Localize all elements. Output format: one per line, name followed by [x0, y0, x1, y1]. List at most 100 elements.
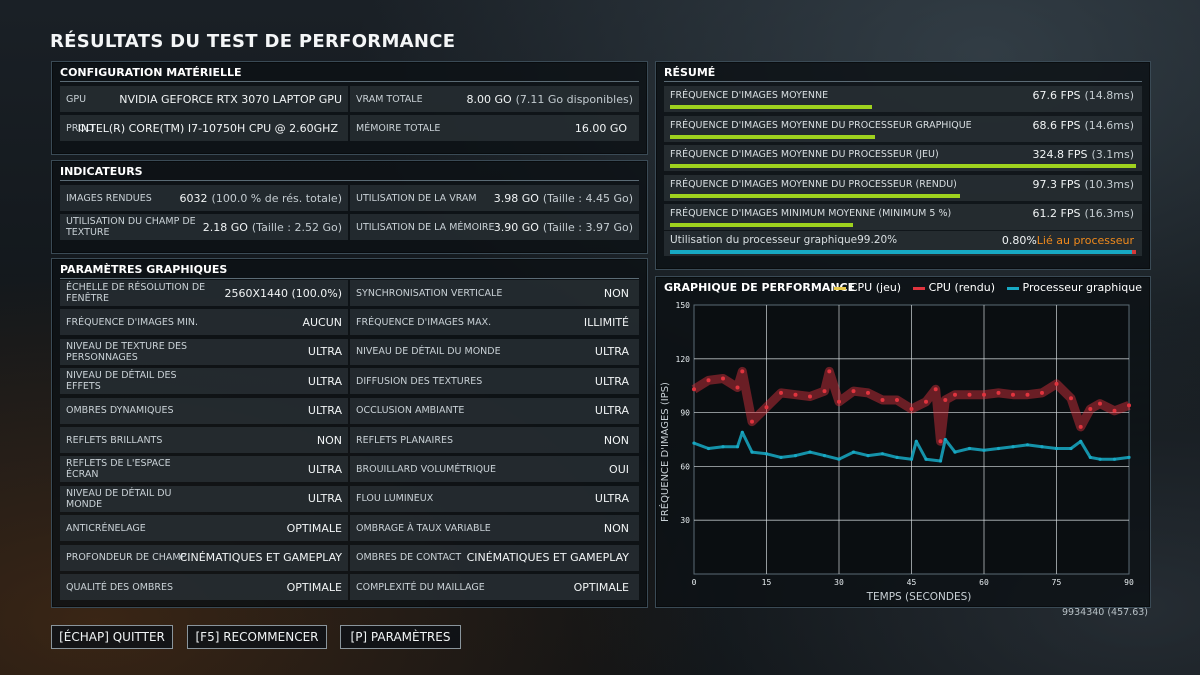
setting-label: OMBRAGE À TAUX VARIABLE	[356, 522, 491, 534]
chart-point	[1054, 381, 1059, 386]
chart-point	[866, 454, 870, 458]
gpu-utilization-label: Utilisation du processeur graphique	[670, 234, 858, 246]
chart-point	[793, 454, 798, 458]
setting-label: PROFONDEUR DE CHAMP	[66, 552, 187, 564]
hardware-row-gpu: GPU NVIDIA GEFORCE RTX 3070 LAPTOP GPU V…	[60, 86, 639, 112]
summary-row: FRÉQUENCE D'IMAGES MOYENNE 67.6 FPS (14.8m…	[664, 86, 1142, 112]
legend-swatch	[1006, 286, 1019, 290]
chart-point	[822, 389, 827, 394]
summary-row: FRÉQUENCE D'IMAGES MINIMUM MOYENNE (MINI…	[664, 204, 1142, 230]
chart-point	[909, 457, 914, 461]
hardware-row-cpu: PROCESSEUR INTEL(R) CORE(TM) I7-10750H C…	[60, 115, 639, 141]
restart-button[interactable]: [F5] RECOMMENCER	[187, 625, 327, 649]
processor-label: PROCESSEUR	[66, 122, 94, 134]
settings-row: REFLETS BRILLANTS NON REFLETS PLANAIRES NON	[60, 427, 639, 453]
indicator-sub: (Taille : 3.97 Go)	[542, 220, 633, 234]
chart-x-tick-label: 75	[1052, 578, 1062, 587]
settings-row: QUALITÉ DES OMBRES OPTIMALE COMPLEXITÉ DU …	[60, 574, 639, 600]
indicator-sub: (Taille : 4.45 Go)	[542, 191, 633, 205]
setting-label: NIVEAU DE DÉTAIL DU MONDE	[356, 346, 501, 358]
settings-row: FRÉQUENCE D'IMAGES MIN. AUCUN FRÉQUENCE D'…	[60, 309, 639, 336]
setting-label: QUALITÉ DES OMBRES	[66, 581, 174, 593]
gpu-label: GPU	[66, 93, 87, 105]
cpu-bound-label: Lié au processeur	[1036, 234, 1134, 247]
summary-bar	[670, 105, 872, 109]
chart-point	[779, 455, 783, 459]
gpu-value: NVIDIA GEFORCE RTX 3070 LAPTOP GPU	[119, 92, 342, 106]
chart-y-tick-label: 30	[680, 516, 690, 525]
performance-chart: FRÉQUENCE D'IMAGES (IPS) TEMPS (SECONDES…	[658, 301, 1134, 603]
indicators-panel: INDICATEURS IMAGES RENDUES 6032 (100.0 % …	[51, 160, 648, 254]
summary-label: FRÉQUENCE D'IMAGES MINIMUM MOYENNE (MINI…	[670, 208, 952, 219]
summary-value: 324.8 FPS	[1032, 148, 1088, 161]
summary-value: 67.6 FPS	[1032, 89, 1081, 102]
chart-point	[1078, 424, 1083, 429]
chart-series-line	[691, 366, 1131, 446]
graphics-settings-heading: PARAMÈTRES GRAPHIQUES	[60, 262, 639, 279]
summary-frametime: (14.8ms)	[1084, 89, 1134, 102]
chart-y-tick-label: 120	[676, 355, 691, 364]
setting-label: DIFFUSION DES TEXTURES	[356, 375, 483, 387]
chart-point	[827, 369, 832, 374]
chart-heading: GRAPHIQUE DE PERFORMANCE CPU (jeu) CPU (…	[664, 280, 1142, 296]
memory-total-label: MÉMOIRE TOTALE	[356, 122, 441, 134]
indicator-label: IMAGES RENDUES	[66, 192, 152, 204]
chart-point	[924, 399, 928, 404]
chart-point	[793, 392, 798, 397]
chart-point	[967, 446, 972, 451]
settings-row: ÉCHELLE DE RÉSOLUTION DE FENÊTRE 2560X144…	[60, 280, 639, 306]
setting-value: ULTRA	[594, 345, 629, 359]
chart-point	[1079, 439, 1083, 443]
chart-point	[1025, 443, 1030, 447]
setting-value: ULTRA	[307, 404, 342, 418]
setting-label: FRÉQUENCE D'IMAGES MAX.	[356, 316, 492, 328]
settings-row: PROFONDEUR DE CHAMP CINÉMATIQUES ET GAMEP…	[60, 544, 639, 571]
chart-point	[1011, 445, 1015, 449]
chart-point	[750, 450, 754, 454]
setting-label: BROUILLARD VOLUMÉTRIQUE	[356, 463, 497, 475]
chart-point	[996, 446, 1001, 451]
indicators-row-1: IMAGES RENDUES 6032 (100.0 % de rés. tota…	[60, 185, 639, 211]
chart-point	[779, 390, 783, 395]
legend-item-cpu-render: CPU (rendu)	[912, 281, 995, 294]
chart-point	[1112, 457, 1117, 461]
summary-value: 68.6 FPS	[1032, 118, 1081, 132]
summary-row: FRÉQUENCE D'IMAGES MOYENNE DU PROCESSEUR…	[664, 145, 1142, 171]
legend-swatch	[833, 286, 846, 290]
chart-point	[1112, 408, 1117, 413]
vram-total-label: VRAM TOTALE	[356, 93, 423, 105]
chart-point	[924, 457, 928, 461]
chart-x-tick-label: 30	[834, 578, 844, 587]
quit-button[interactable]: [ÉCHAP] QUITTER	[51, 625, 173, 649]
setting-value: NON	[603, 521, 629, 535]
chart-point	[909, 407, 914, 411]
settings-button[interactable]: [P] PARAMÈTRES	[340, 625, 461, 649]
settings-row: NIVEAU DE DÉTAIL DES EFFETS ULTRA DIFFUSIO…	[60, 368, 639, 395]
settings-row: OMBRES DYNAMIQUES ULTRA OCCLUSION AMBIANTE…	[60, 397, 639, 424]
chart-point	[750, 419, 754, 424]
chart-point	[943, 398, 948, 402]
chart-point	[721, 376, 725, 381]
chart-y-axis-label: FRÉQUENCE D'IMAGES (IPS)	[658, 382, 671, 522]
setting-value: ULTRA	[594, 374, 629, 388]
indicator-sub: (100.0 % de rés. totale)	[211, 191, 342, 205]
chart-point	[721, 445, 725, 449]
vram-available: (7.11 Go disponibles)	[515, 92, 633, 106]
chart-point	[938, 439, 943, 444]
indicator-label: UTILISATION DE LA MÉMOIRE	[356, 221, 495, 233]
setting-value: CINÉMATIQUES ET GAMEPLAY	[466, 551, 629, 565]
chart-title: GRAPHIQUE DE PERFORMANCE	[664, 281, 856, 294]
chart-point	[1025, 392, 1030, 397]
chart-x-tick-label: 45	[907, 578, 917, 587]
chart-point	[1127, 455, 1131, 459]
summary-row: FRÉQUENCE D'IMAGES MOYENNE DU PROCESSEUR…	[664, 174, 1142, 201]
chart-point	[895, 398, 899, 402]
cpu-bound-value: 0.80%	[1001, 234, 1037, 247]
setting-label: FRÉQUENCE D'IMAGES MIN.	[66, 316, 199, 328]
indicator-label: UTILISATION DE LA VRAM	[356, 192, 477, 204]
setting-value: OPTIMALE	[286, 521, 342, 535]
chart-point	[880, 452, 885, 456]
chart-point	[764, 405, 769, 410]
setting-label: NIVEAU DE DÉTAIL DES EFFETS	[66, 370, 177, 393]
performance-chart-panel: GRAPHIQUE DE PERFORMANCE CPU (jeu) CPU (…	[655, 276, 1151, 608]
